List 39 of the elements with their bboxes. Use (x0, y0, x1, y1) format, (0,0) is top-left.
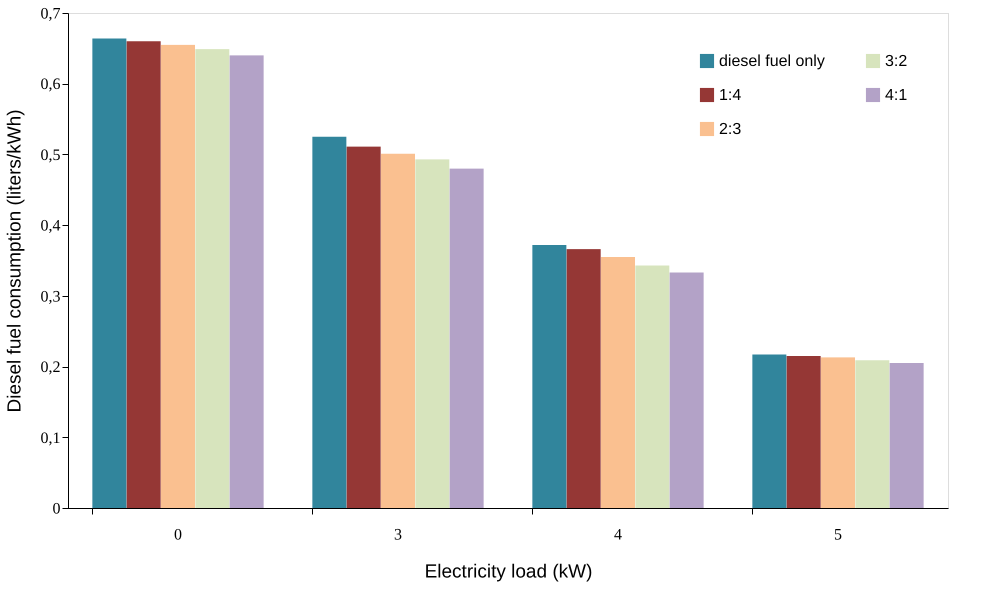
bar (415, 159, 450, 508)
bar (381, 154, 415, 508)
bar (635, 265, 670, 508)
legend-label: diesel fuel only (719, 53, 825, 70)
bar (450, 168, 484, 508)
y-tick-label: 0 (52, 500, 60, 518)
bar (92, 38, 126, 508)
y-tick-label: 0,6 (40, 76, 60, 94)
y-tick-label: 0,5 (40, 146, 60, 164)
bar (195, 49, 230, 508)
bar (161, 44, 195, 508)
bar (566, 249, 601, 508)
y-tick-label: 0,4 (40, 218, 60, 235)
x-tick-label: 3 (394, 526, 402, 544)
legend-label: 2:3 (719, 121, 742, 138)
bar (230, 55, 264, 508)
bar (532, 244, 566, 508)
bar (126, 41, 161, 508)
bar (346, 146, 381, 508)
legend-label: 4:1 (885, 87, 908, 104)
bar (312, 136, 346, 508)
x-tick-label: 0 (174, 526, 182, 544)
bar (601, 256, 635, 508)
bar (821, 357, 855, 508)
bar (855, 360, 890, 508)
x-tick-label: 4 (614, 526, 622, 544)
y-tick-label: 0,7 (40, 6, 60, 22)
y-axis-title: Diesel fuel consumption (liters/kWh) (4, 109, 26, 413)
legend-label: 3:2 (885, 53, 908, 70)
bar (752, 354, 786, 508)
x-axis-title: Electricity load (kW) (424, 562, 592, 582)
y-tick-label: 0,1 (40, 430, 60, 447)
y-tick-label: 0,3 (40, 288, 60, 306)
bar (670, 272, 704, 508)
y-tick-label: 0,2 (40, 359, 60, 376)
x-tick-label: 5 (834, 526, 842, 544)
bar (890, 363, 924, 508)
legend-label: 1:4 (719, 87, 742, 104)
bar (786, 356, 821, 508)
